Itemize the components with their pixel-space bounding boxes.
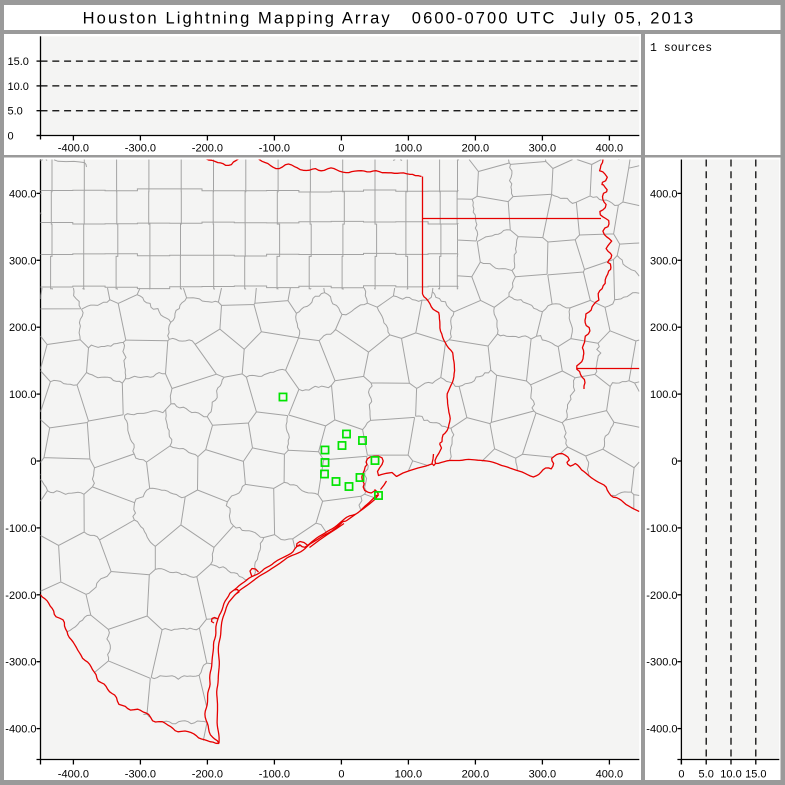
svg-text:1 sources: 1 sources xyxy=(650,42,712,55)
svg-text:10.0: 10.0 xyxy=(720,768,741,780)
svg-text:0: 0 xyxy=(30,456,36,468)
svg-text:-100.0: -100.0 xyxy=(259,143,290,155)
svg-text:5.0: 5.0 xyxy=(8,106,23,118)
svg-text:100.0: 100.0 xyxy=(9,389,37,401)
svg-text:-200.0: -200.0 xyxy=(5,590,36,602)
svg-text:15.0: 15.0 xyxy=(745,768,766,780)
svg-text:-300.0: -300.0 xyxy=(5,657,36,669)
svg-text:200.0: 200.0 xyxy=(462,768,490,780)
svg-text:100.0: 100.0 xyxy=(395,768,423,780)
svg-text:-400.0: -400.0 xyxy=(58,768,89,780)
svg-text:-200.0: -200.0 xyxy=(192,143,223,155)
svg-text:-100.0: -100.0 xyxy=(646,523,677,535)
svg-text:-300.0: -300.0 xyxy=(125,143,156,155)
svg-text:200.0: 200.0 xyxy=(9,322,37,334)
svg-text:0: 0 xyxy=(338,143,344,155)
svg-text:10.0: 10.0 xyxy=(8,81,29,93)
svg-text:300.0: 300.0 xyxy=(529,768,557,780)
svg-text:5.0: 5.0 xyxy=(699,768,714,780)
svg-text:0: 0 xyxy=(671,456,677,468)
svg-text:0: 0 xyxy=(338,768,344,780)
svg-text:-100.0: -100.0 xyxy=(259,768,290,780)
svg-text:-400.0: -400.0 xyxy=(58,143,89,155)
svg-text:-400.0: -400.0 xyxy=(646,724,677,736)
svg-text:100.0: 100.0 xyxy=(395,143,423,155)
svg-text:-400.0: -400.0 xyxy=(5,724,36,736)
svg-text:-100.0: -100.0 xyxy=(5,523,36,535)
svg-text:-200.0: -200.0 xyxy=(192,768,223,780)
svg-text:400.0: 400.0 xyxy=(9,188,37,200)
svg-text:-300.0: -300.0 xyxy=(125,768,156,780)
svg-text:0: 0 xyxy=(678,768,684,780)
svg-text:15.0: 15.0 xyxy=(8,56,29,68)
svg-text:Houston Lightning Mapping Arra: Houston Lightning Mapping Array 0600-070… xyxy=(83,10,696,28)
svg-text:100.0: 100.0 xyxy=(650,389,678,401)
svg-text:400.0: 400.0 xyxy=(650,188,678,200)
svg-text:300.0: 300.0 xyxy=(650,255,678,267)
svg-text:-300.0: -300.0 xyxy=(646,657,677,669)
svg-text:0: 0 xyxy=(8,131,14,143)
svg-text:400.0: 400.0 xyxy=(596,768,624,780)
svg-text:200.0: 200.0 xyxy=(462,143,490,155)
svg-text:400.0: 400.0 xyxy=(596,143,624,155)
svg-text:300.0: 300.0 xyxy=(9,255,37,267)
svg-text:300.0: 300.0 xyxy=(529,143,557,155)
svg-text:-200.0: -200.0 xyxy=(646,590,677,602)
svg-text:200.0: 200.0 xyxy=(650,322,678,334)
